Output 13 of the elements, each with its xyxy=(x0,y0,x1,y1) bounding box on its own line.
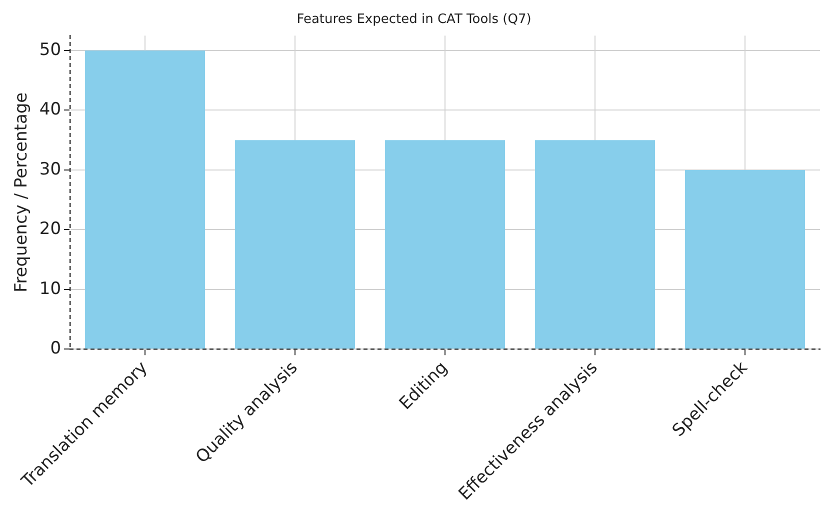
y-tick-label: 10 xyxy=(39,278,62,299)
bar xyxy=(385,140,506,349)
chart-title: Features Expected in CAT Tools (Q7) xyxy=(296,12,532,28)
y-tick-label: 40 xyxy=(39,100,62,120)
y-axis-title: Frequency / Percentage xyxy=(12,92,32,292)
y-tick-label: 0 xyxy=(50,338,62,359)
y-tick-label: 50 xyxy=(39,40,62,60)
bar xyxy=(535,140,656,349)
bar xyxy=(685,170,805,349)
y-tick-label: 30 xyxy=(39,159,62,180)
bar xyxy=(85,50,206,349)
y-tick-label: 20 xyxy=(39,219,62,240)
bar xyxy=(235,140,356,349)
